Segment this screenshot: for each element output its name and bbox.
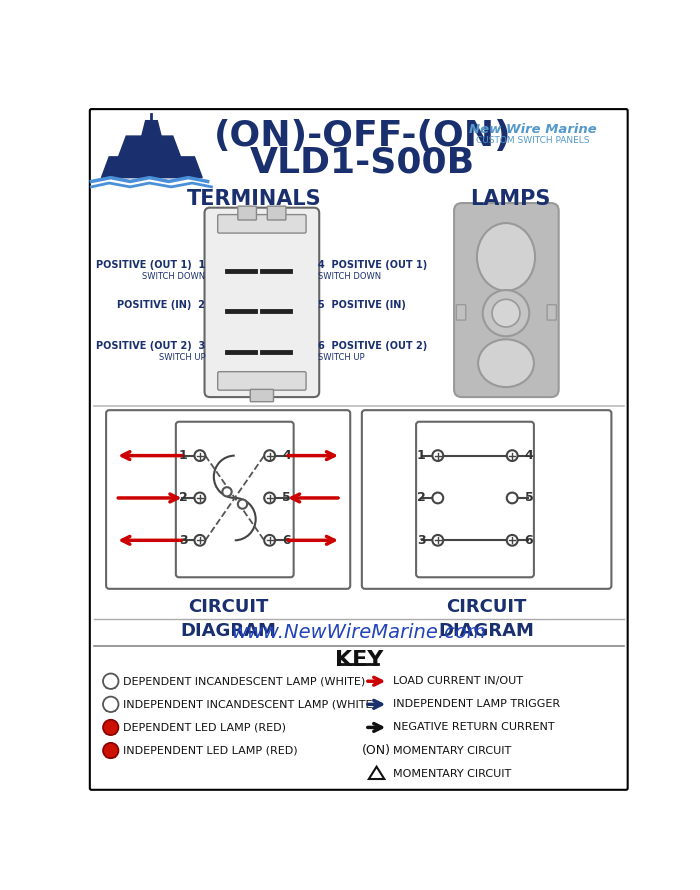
Circle shape [264,450,275,461]
Text: !: ! [375,770,378,779]
Text: DEPENDENT INCANDESCENT LAMP (WHITE): DEPENDENT INCANDESCENT LAMP (WHITE) [123,676,365,686]
FancyBboxPatch shape [90,109,628,789]
Circle shape [433,535,443,546]
Text: 1: 1 [416,449,426,462]
Circle shape [238,499,247,509]
Text: MOMENTARY CIRCUIT: MOMENTARY CIRCUIT [393,746,511,756]
Text: VLD1-S00B: VLD1-S00B [250,145,475,179]
Text: MOMENTARY CIRCUIT: MOMENTARY CIRCUIT [393,769,511,779]
Text: 5: 5 [282,491,290,505]
Text: 5: 5 [524,491,533,505]
FancyBboxPatch shape [106,727,116,734]
Circle shape [195,535,205,546]
Text: 6  POSITIVE (OUT 2): 6 POSITIVE (OUT 2) [318,341,428,352]
Circle shape [223,487,232,497]
Text: SWITCH UP: SWITCH UP [318,353,365,362]
Text: TERMINALS: TERMINALS [187,190,321,209]
Text: 2: 2 [178,491,188,505]
Text: KEY: KEY [335,650,383,669]
FancyBboxPatch shape [454,203,559,397]
Text: NEGATIVE RETURN CURRENT: NEGATIVE RETURN CURRENT [393,723,554,732]
FancyBboxPatch shape [204,207,319,397]
FancyBboxPatch shape [106,750,116,757]
Circle shape [264,535,275,546]
Polygon shape [369,766,384,779]
Text: (ON)-OFF-(ON): (ON)-OFF-(ON) [214,119,512,153]
Text: DEPENDENT LED LAMP (RED): DEPENDENT LED LAMP (RED) [123,723,286,732]
Text: 3: 3 [416,534,426,546]
Circle shape [195,450,205,461]
FancyBboxPatch shape [362,410,611,589]
Text: LAMPS: LAMPS [470,190,550,209]
FancyBboxPatch shape [456,304,466,320]
FancyBboxPatch shape [176,422,294,578]
Circle shape [433,492,443,504]
Circle shape [264,492,275,504]
Circle shape [433,450,443,461]
Circle shape [507,535,517,546]
Text: SWITCH DOWN: SWITCH DOWN [142,272,205,281]
FancyBboxPatch shape [416,422,534,578]
Text: 6: 6 [524,534,533,546]
Text: CIRCUIT
DIAGRAM: CIRCUIT DIAGRAM [439,598,535,640]
Text: INDEPENDENT LED LAMP (RED): INDEPENDENT LED LAMP (RED) [123,746,298,756]
Text: 4  POSITIVE (OUT 1): 4 POSITIVE (OUT 1) [318,261,428,271]
Text: i: i [110,750,112,756]
Circle shape [103,743,118,758]
FancyBboxPatch shape [106,704,116,711]
Text: CIRCUIT
DIAGRAM: CIRCUIT DIAGRAM [181,598,276,640]
Text: SWITCH UP: SWITCH UP [159,353,205,362]
Text: CUSTOM SWITCH PANELS: CUSTOM SWITCH PANELS [477,136,590,145]
Circle shape [103,674,118,689]
Text: i: i [110,704,112,710]
FancyBboxPatch shape [238,206,256,220]
Polygon shape [118,136,181,157]
Text: 1: 1 [178,449,188,462]
Text: POSITIVE (IN)  2: POSITIVE (IN) 2 [118,301,205,311]
Text: POSITIVE (OUT 1)  1: POSITIVE (OUT 1) 1 [96,261,205,271]
FancyBboxPatch shape [106,410,350,589]
FancyBboxPatch shape [218,214,306,233]
Text: 4: 4 [282,449,290,462]
Text: (ON): (ON) [362,744,391,757]
Ellipse shape [477,223,535,291]
Circle shape [103,697,118,712]
Text: INDEPENDENT LAMP TRIGGER: INDEPENDENT LAMP TRIGGER [393,700,560,709]
Text: 6: 6 [282,534,290,546]
Text: 2: 2 [416,491,426,505]
Circle shape [507,492,517,504]
FancyBboxPatch shape [547,304,556,320]
Circle shape [195,492,205,504]
FancyBboxPatch shape [106,681,116,688]
FancyBboxPatch shape [251,390,274,401]
Text: POSITIVE (OUT 2)  3: POSITIVE (OUT 2) 3 [96,341,205,352]
Text: New Wire Marine: New Wire Marine [469,124,597,136]
Ellipse shape [478,339,534,387]
Text: 4: 4 [524,449,533,462]
FancyBboxPatch shape [267,206,286,220]
FancyBboxPatch shape [218,372,306,390]
Text: 3: 3 [179,534,188,546]
Text: 5  POSITIVE (IN): 5 POSITIVE (IN) [318,301,406,311]
Text: www.NewWireMarine.com: www.NewWireMarine.com [232,623,486,643]
Text: LOAD CURRENT IN/OUT: LOAD CURRENT IN/OUT [393,676,523,686]
Text: SWITCH DOWN: SWITCH DOWN [318,272,382,281]
Circle shape [492,299,520,327]
Circle shape [103,720,118,735]
Polygon shape [102,157,202,178]
Circle shape [507,450,517,461]
Text: INDEPENDENT INCANDESCENT LAMP (WHITE): INDEPENDENT INCANDESCENT LAMP (WHITE) [123,700,377,709]
Circle shape [483,290,529,336]
Polygon shape [141,121,161,136]
